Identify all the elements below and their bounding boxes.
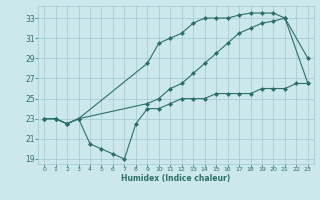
- X-axis label: Humidex (Indice chaleur): Humidex (Indice chaleur): [121, 174, 231, 183]
